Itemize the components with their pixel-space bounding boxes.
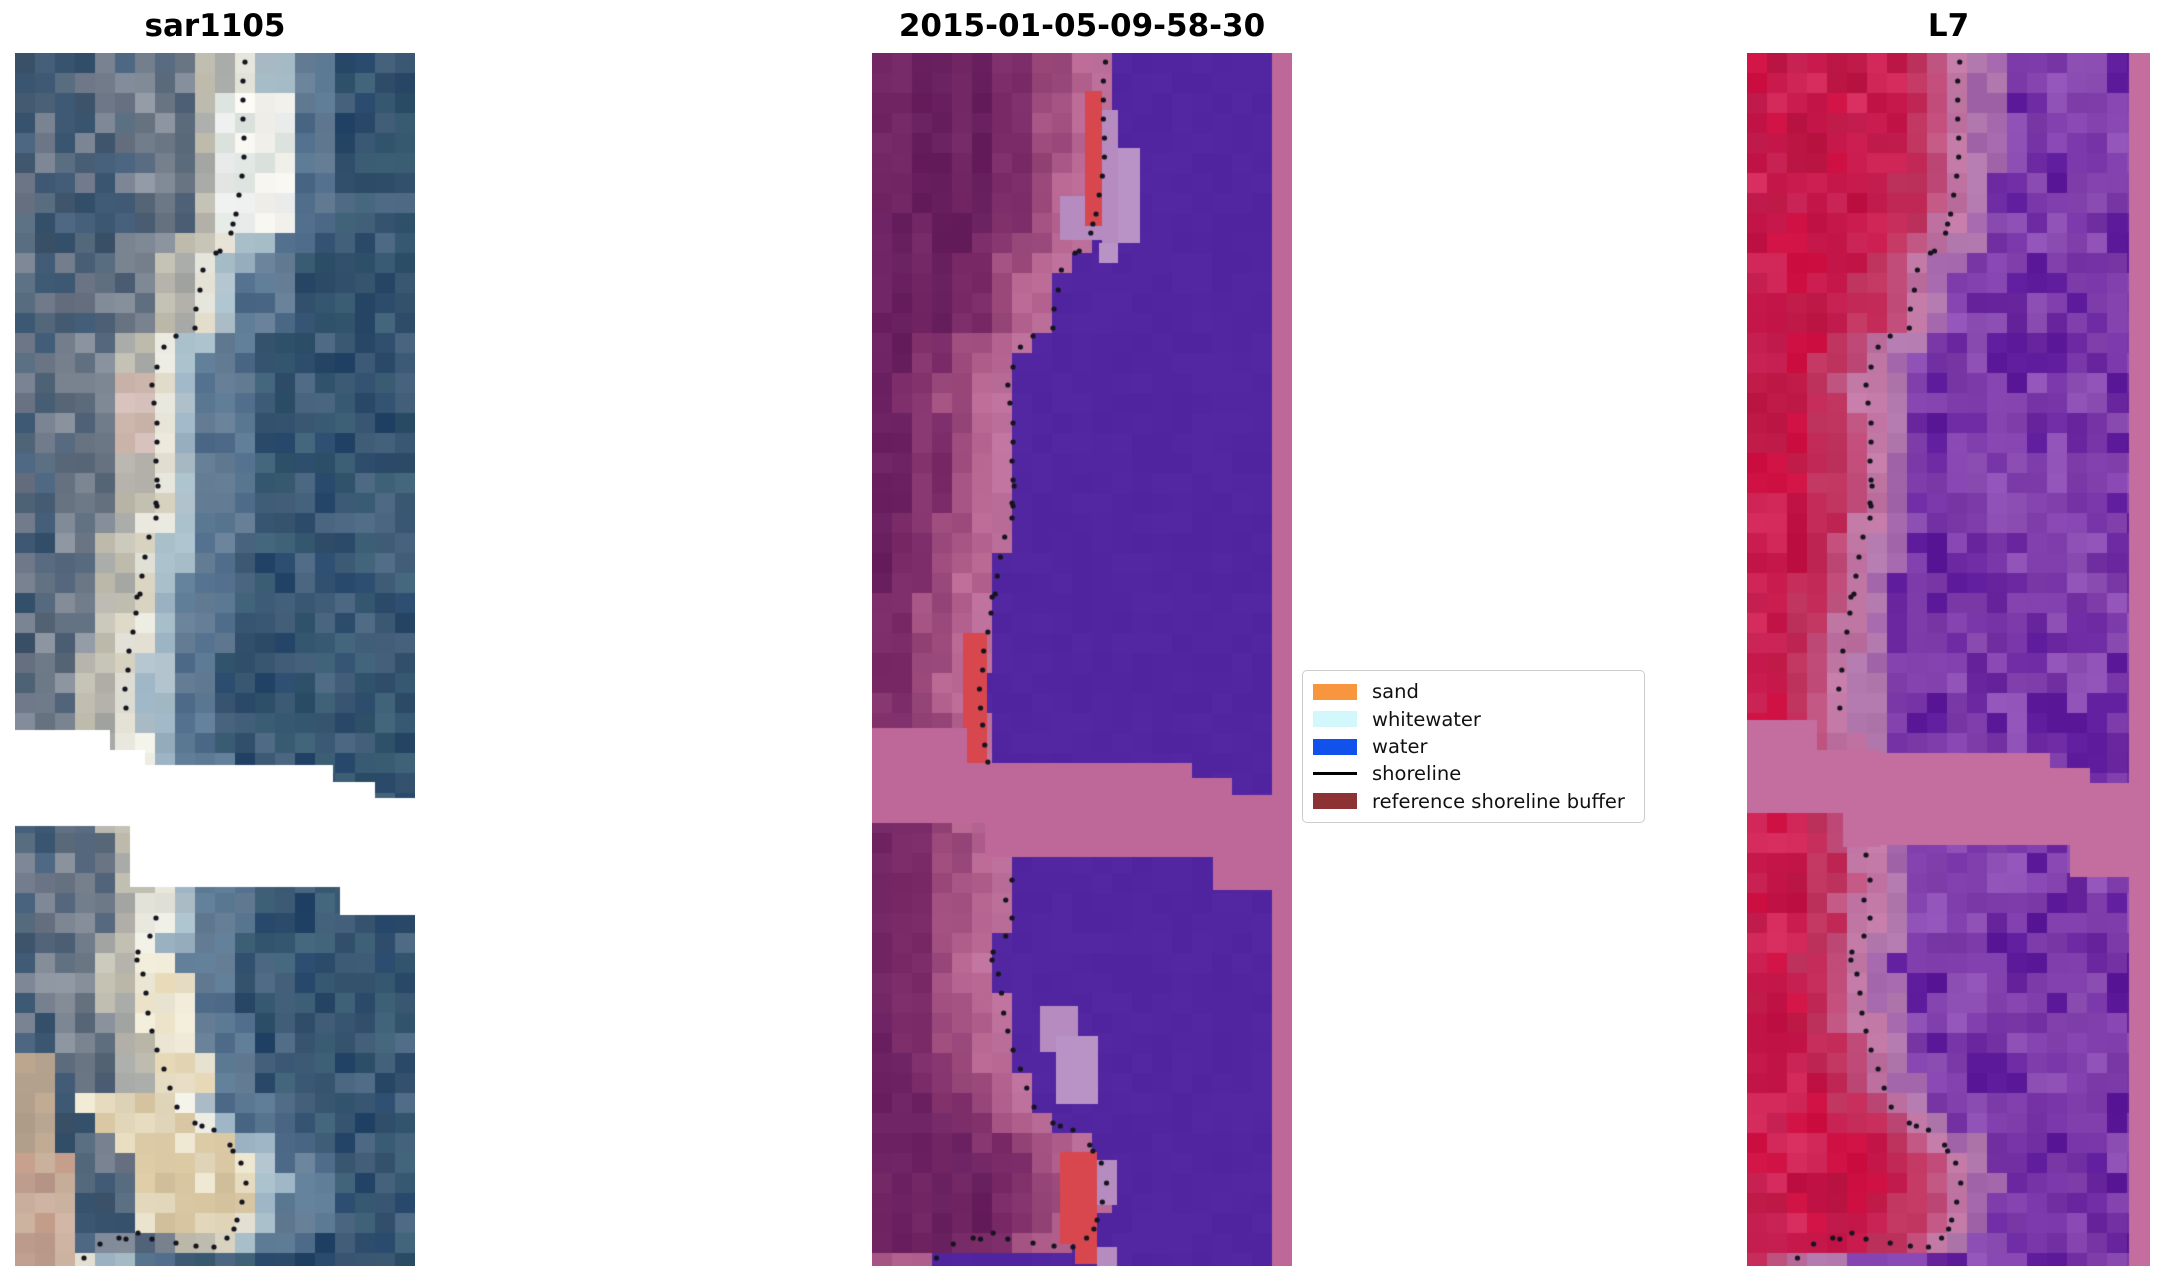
- shoreline-line-icon: [1313, 772, 1357, 776]
- panel-title-l7: L7: [1927, 8, 1970, 44]
- legend-label: reference shoreline buffer: [1372, 789, 1625, 813]
- sand-swatch-icon: [1313, 683, 1357, 700]
- classified-image-panel: [872, 53, 1292, 1266]
- legend-item-water: water: [1313, 733, 1634, 760]
- legend-label: shoreline: [1372, 762, 1462, 786]
- panel-title-sar: sar1105: [144, 8, 286, 44]
- legend-item-reference-buffer: reference shoreline buffer: [1313, 788, 1634, 815]
- legend-label: sand: [1372, 680, 1419, 704]
- sar-image-panel: [15, 53, 415, 1266]
- legend-item-sand: sand: [1313, 678, 1634, 705]
- legend-item-whitewater: whitewater: [1313, 705, 1634, 732]
- l7-image-panel: [1747, 53, 2150, 1266]
- water-swatch-icon: [1313, 738, 1357, 755]
- panel-title-date: 2015-01-05-09-58-30: [898, 8, 1266, 44]
- legend-item-shoreline: shoreline: [1313, 760, 1634, 787]
- legend-label: whitewater: [1372, 707, 1481, 731]
- legend: sand whitewater water shoreline referenc…: [1302, 670, 1645, 823]
- legend-label: water: [1372, 735, 1428, 759]
- reference-buffer-swatch-icon: [1313, 793, 1357, 810]
- whitewater-swatch-icon: [1313, 711, 1357, 728]
